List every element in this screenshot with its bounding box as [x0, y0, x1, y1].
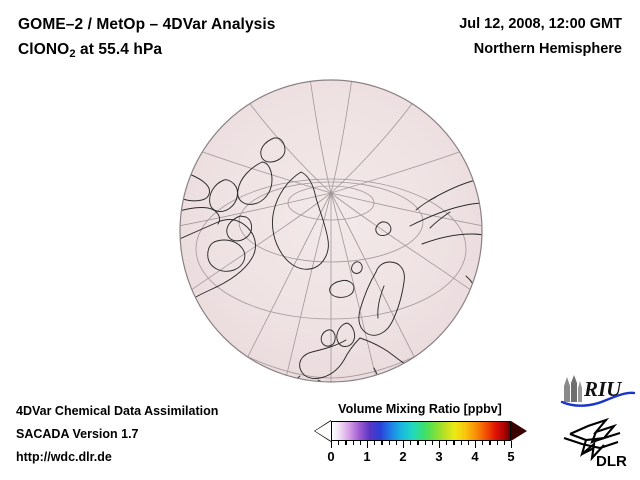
dlr-logo: DLR	[560, 414, 636, 470]
colorbar-minor-tick	[496, 441, 498, 445]
title-line-instrument: GOME–2 / MetOp – 4DVar Analysis	[18, 16, 276, 33]
colorbar-minor-tick	[359, 441, 362, 445]
colorbar-major-tick	[403, 441, 405, 448]
colorbar-minor-tick	[352, 441, 354, 445]
title-line-species: ClONO2 at 55.4 hPa	[18, 37, 276, 67]
timestamp-label: Jul 12, 2008, 12:00 GMT	[459, 16, 622, 32]
colorbar-major-tick	[511, 441, 513, 448]
colorbar-ticks	[331, 441, 513, 448]
colorbar-minor-tick	[467, 441, 470, 445]
colorbar-minor-tick	[345, 441, 347, 445]
riu-wordmark-text: RIU	[583, 377, 623, 401]
colorbar-minor-tick	[388, 441, 390, 445]
colorbar-high-cap-icon	[511, 421, 527, 441]
colorbar-low-cap-icon	[315, 421, 331, 441]
colorbar-tick-label: 3	[435, 449, 443, 464]
riu-logo: RIU	[558, 374, 636, 408]
colorbar-minor-tick	[431, 441, 434, 445]
species-name: ClONO	[18, 41, 70, 58]
colorbar-tick-label: 5	[507, 449, 515, 464]
globe-map	[178, 76, 484, 386]
colorbar-major-tick	[439, 441, 441, 448]
colorbar-major-tick	[367, 441, 369, 448]
colorbar-minor-tick	[446, 441, 448, 445]
colorbar-minor-tick	[381, 441, 383, 445]
credit-line-2: SACADA Version 1.7	[16, 427, 139, 441]
colorbar-title: Volume Mixing Ratio [ppbv]	[338, 402, 502, 416]
page-title: GOME–2 / MetOp – 4DVar Analysis ClONO2 a…	[18, 12, 276, 67]
credit-line-1: 4DVar Chemical Data Assimilation	[16, 404, 219, 418]
colorbar-gradient	[331, 421, 511, 441]
colorbar-minor-tick	[410, 441, 412, 445]
colorbar-minor-tick	[338, 441, 340, 445]
dlr-wordmark-text: DLR	[596, 453, 627, 470]
colorbar-minor-tick	[482, 441, 484, 445]
colorbar-tick-labels: 0 1 2 3 4 5	[327, 449, 515, 467]
colorbar-minor-tick	[503, 441, 506, 445]
colorbar-minor-tick	[395, 441, 398, 445]
colorbar-minor-tick	[424, 441, 426, 445]
colorbar-minor-tick	[453, 441, 455, 445]
species-subscript: 2	[69, 48, 76, 61]
colorbar-tick-label: 4	[471, 449, 479, 464]
species-level: at 55.4 hPa	[75, 41, 163, 58]
colorbar-minor-tick	[489, 441, 491, 445]
colorbar-minor-tick	[460, 441, 462, 445]
colorbar: Volume Mixing Ratio [ppbv] 0 1 2 3 4 5	[305, 402, 535, 464]
colorbar-tick-label: 2	[399, 449, 407, 464]
colorbar-minor-tick	[417, 441, 419, 445]
colorbar-row: 0 1 2 3 4 5	[313, 420, 535, 464]
credit-line-url: http://wdc.dlr.de	[16, 450, 112, 464]
globe-outline	[179, 79, 483, 383]
footer-credits: 4DVar Chemical Data Assimilation SACADA …	[16, 400, 218, 469]
region-label: Northern Hemisphere	[473, 41, 622, 57]
colorbar-minor-tick	[374, 441, 376, 445]
colorbar-major-tick	[331, 441, 333, 448]
colorbar-tick-label: 1	[363, 449, 371, 464]
colorbar-tick-label: 0	[327, 449, 335, 464]
colorbar-major-tick	[475, 441, 477, 448]
header-meta: Jul 12, 2008, 12:00 GMT Northern Hemisph…	[459, 12, 622, 62]
